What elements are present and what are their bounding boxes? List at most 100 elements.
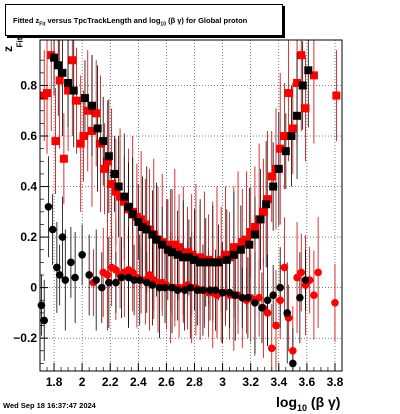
data-point-square — [64, 78, 73, 87]
data-point-circle — [238, 293, 247, 302]
data-point-square — [68, 56, 77, 65]
data-point-circle — [40, 316, 49, 325]
data-point-square — [80, 94, 89, 103]
data-point-circle — [218, 288, 227, 297]
data-point-square — [274, 164, 283, 173]
data-point-square — [110, 169, 119, 178]
data-point-square — [309, 71, 318, 80]
data-point-circle — [269, 291, 277, 299]
data-point-circle — [263, 309, 272, 317]
data-point-square — [280, 132, 289, 141]
data-point-circle — [244, 293, 252, 302]
x-tick-label: 2 — [79, 375, 86, 389]
data-point-circle — [58, 233, 67, 241]
data-point-circle — [206, 286, 214, 294]
data-point-circle — [289, 359, 297, 368]
data-point-square — [269, 182, 278, 191]
data-point-square — [87, 126, 96, 135]
data-point-square — [168, 248, 177, 257]
data-point-circle — [331, 298, 339, 307]
data-point-square — [111, 187, 120, 196]
data-point-square — [170, 240, 179, 249]
data-point-square — [250, 222, 259, 231]
x-tick-label: 3 — [219, 375, 226, 389]
data-point-square — [298, 81, 307, 90]
data-point-square — [142, 225, 151, 234]
data-point-square — [124, 202, 133, 211]
data-point-square — [301, 104, 310, 113]
data-point-circle — [283, 309, 292, 317]
data-point-circle — [55, 271, 64, 279]
data-markers — [37, 51, 341, 368]
x-tick-label: 3.8 — [327, 375, 344, 389]
data-point-circle — [289, 346, 297, 355]
data-point-square — [148, 230, 157, 239]
data-point-square — [72, 96, 81, 105]
data-point-square — [184, 253, 193, 262]
data-point-circle — [105, 278, 113, 287]
data-point-circle — [53, 263, 61, 272]
data-point-square — [69, 86, 78, 95]
data-point-circle — [258, 304, 266, 312]
data-point-square — [79, 132, 88, 141]
y-tick-label: 0.2 — [20, 230, 37, 244]
data-point-square — [242, 235, 251, 244]
data-point-square — [158, 240, 167, 249]
data-point-square — [92, 109, 101, 118]
data-point-square — [107, 180, 116, 189]
data-point-square — [114, 182, 123, 191]
data-point-square — [173, 250, 182, 259]
data-point-square — [284, 89, 293, 98]
data-point-square — [51, 137, 60, 146]
data-point-square — [104, 152, 113, 161]
data-point-circle — [251, 298, 259, 307]
title-z: z — [35, 16, 40, 25]
data-point-circle — [112, 266, 120, 274]
data-point-circle — [211, 286, 220, 294]
data-point-square — [100, 164, 109, 173]
data-point-circle — [263, 296, 272, 305]
data-point-square — [229, 243, 238, 252]
data-point-square — [190, 255, 199, 264]
data-point-square — [58, 68, 67, 77]
data-point-square — [246, 228, 255, 237]
data-point-circle — [71, 273, 79, 282]
data-point-square — [293, 111, 302, 120]
data-point-circle — [276, 283, 284, 292]
data-point-circle — [161, 283, 169, 292]
data-point-circle — [297, 268, 306, 277]
data-point-square — [267, 172, 276, 181]
data-point-circle — [231, 291, 240, 299]
data-point-circle — [173, 286, 182, 294]
data-point-square — [83, 106, 92, 115]
y-tick-label: 0.6 — [20, 129, 37, 143]
xlabel-log: log — [276, 394, 297, 410]
data-point-square — [262, 200, 271, 209]
y-tick-label: 0.4 — [20, 180, 37, 194]
data-point-square — [288, 124, 297, 133]
data-point-circle — [61, 276, 70, 284]
x-tick-label: 3.2 — [242, 375, 259, 389]
x-tick-label: 1.8 — [46, 375, 63, 389]
data-point-square — [179, 253, 188, 262]
data-point-circle — [130, 276, 138, 284]
data-point-square — [120, 197, 129, 206]
data-point-circle — [103, 271, 112, 279]
y-axis-label: z Fit — [1, 38, 24, 62]
axis-ticks: 1.8 2 2.2 2.4 2.6 2.8 3 3.2 3.4 3.6 3.8 −0.2 0 0.2 0.4… — [13, 59, 344, 389]
data-point-circle — [296, 293, 304, 302]
timestamp: Wed Sep 18 16:37:47 2024 — [3, 401, 96, 410]
data-point-circle — [267, 344, 276, 353]
data-point-square — [59, 154, 68, 163]
data-point-circle — [44, 202, 53, 211]
data-point-square — [250, 230, 259, 239]
data-point-circle — [112, 278, 120, 287]
data-point-circle — [145, 271, 154, 279]
data-point-square — [50, 53, 59, 62]
data-point-square — [259, 207, 268, 216]
plot-frame — [39, 39, 343, 372]
data-point-square — [201, 258, 210, 267]
data-point-square — [297, 51, 306, 60]
data-point-circle — [193, 286, 202, 294]
